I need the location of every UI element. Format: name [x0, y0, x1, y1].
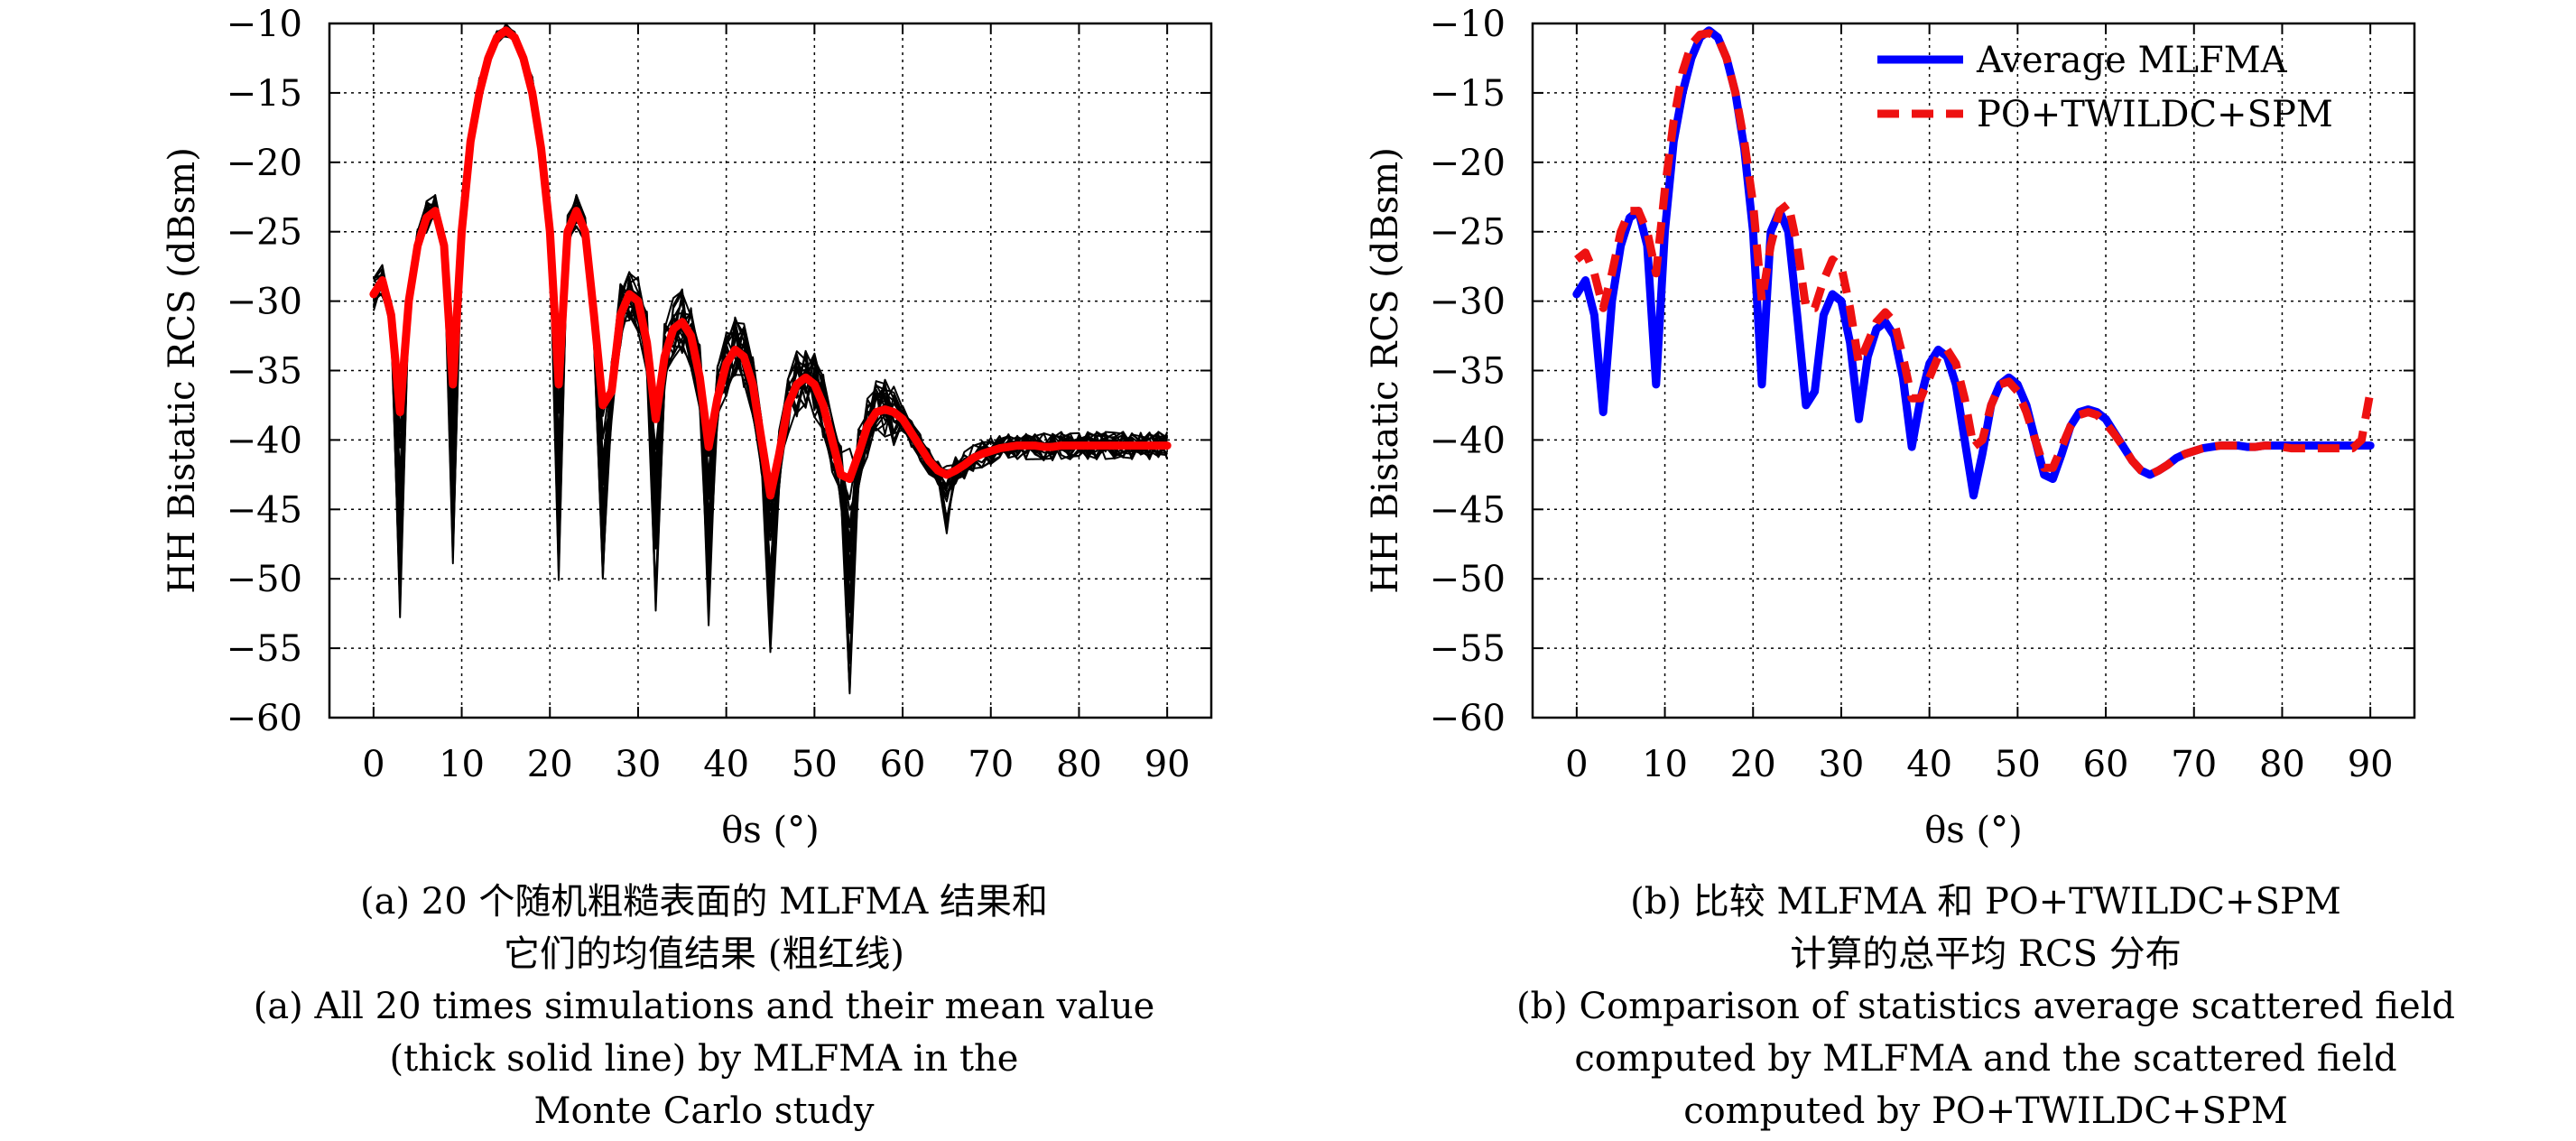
y-tick-label: −50	[1430, 559, 1506, 600]
x-tick-label: 90	[1144, 744, 1191, 785]
y-tick-label: −10	[1430, 4, 1506, 45]
y-axis-label: HH Bistatic RCS (dBsm)	[162, 147, 203, 594]
chart-panel-a: 0 10 20 30 40 50 60 70 80 90 −10 −15 −20 −25 −30 −35 −40…	[162, 4, 1213, 851]
y-tick-label: −25	[227, 212, 302, 254]
caption-a-en-line3: Monte Carlo study	[533, 1090, 875, 1132]
legend-label: Average MLFMA	[1976, 40, 2288, 81]
y-axis-label: HH Bistatic RCS (dBsm)	[1365, 147, 1406, 594]
x-tick-label: 0	[1565, 744, 1588, 785]
x-tick-label: 20	[1730, 744, 1776, 785]
caption-b: (b) 比较 MLFMA 和 PO+TWILDC+SPM 计算的总平均 RCS …	[1444, 876, 2527, 1137]
y-tick-label: −10	[227, 4, 302, 45]
y-tick-label: −40	[1430, 420, 1506, 461]
caption-b-en-line3: computed by PO+TWILDC+SPM	[1683, 1090, 2288, 1132]
caption-b-en-line2: computed by MLFMA and the scattered fiel…	[1574, 1038, 2397, 1080]
series-line-mean	[369, 26, 1172, 500]
x-tick-label: 70	[968, 744, 1014, 785]
x-tick-label: 20	[527, 744, 573, 785]
x-tick-label: 80	[1056, 744, 1102, 785]
simulation-line	[373, 25, 1168, 639]
x-tick-label: 30	[1818, 744, 1864, 785]
x-tick-label: 0	[362, 744, 385, 785]
x-axis-label: θs (°)	[1924, 810, 2023, 851]
y-tick-label: −50	[227, 559, 302, 600]
y-tick-label: −55	[227, 628, 302, 670]
chart-panel-b: 0 10 20 30 40 50 60 70 80 90 −10 −15 −20 −25 −30 −35 −40…	[1365, 4, 2416, 851]
x-tick-label: 60	[2083, 744, 2129, 785]
y-tick-label: −40	[227, 420, 302, 461]
y-tick-label: −45	[227, 489, 302, 531]
x-tick-label: 50	[1995, 744, 2041, 785]
x-tick-label: 60	[880, 744, 926, 785]
plot-area	[1572, 26, 2375, 500]
y-tick-label: −15	[1430, 73, 1506, 115]
y-tick-label: −20	[227, 143, 302, 184]
caption-a-en-line2: (thick solid line) by MLFMA in the	[389, 1038, 1019, 1080]
x-tick-label: 30	[615, 744, 661, 785]
caption-a-zh-line1: (a) 20 个随机粗糙表面的 MLFMA 结果和	[360, 881, 1048, 923]
caption-a-zh-line2: 它们的均值结果 (粗红线)	[504, 933, 904, 975]
x-tick-label: 80	[2259, 744, 2305, 785]
y-tick-label: −15	[227, 73, 302, 115]
x-tick-label: 70	[2171, 744, 2217, 785]
caption-b-en-line1: (b) Comparison of statistics average sca…	[1515, 986, 2456, 1027]
caption-a-en-line1: (a) All 20 times simulations and their m…	[253, 986, 1155, 1027]
x-tick-label: 40	[703, 744, 749, 785]
y-tick-label: −20	[1430, 143, 1506, 184]
y-tick-label: −60	[1430, 698, 1506, 739]
y-tick-label: −35	[227, 351, 302, 393]
legend-label: PO+TWILDC+SPM	[1977, 94, 2333, 135]
plot-frame	[1531, 22, 2416, 719]
y-tick-label: −30	[1430, 282, 1506, 323]
y-tick-label: −25	[1430, 212, 1506, 254]
caption-b-zh-line2: 计算的总平均 RCS 分布	[1790, 933, 2182, 975]
x-tick-label: 40	[1906, 744, 1952, 785]
series-line-po-twildc-spm	[1574, 29, 2375, 479]
y-tick-label: −55	[1430, 628, 1506, 670]
x-tick-label: 10	[439, 744, 485, 785]
x-tick-label: 10	[1642, 744, 1688, 785]
plot-frame	[328, 22, 1213, 719]
y-tick-label: −35	[1430, 351, 1506, 393]
figure-canvas: 0 10 20 30 40 50 60 70 80 90 −10 −15 −20 −25 −30 −35 −40…	[162, 4, 2416, 851]
caption-b-zh-line1: (b) 比较 MLFMA 和 PO+TWILDC+SPM	[1630, 881, 2341, 923]
y-tick-label: −30	[227, 282, 302, 323]
x-axis-label: θs (°)	[721, 810, 820, 851]
x-tick-label: 50	[792, 744, 838, 785]
legend: Average MLFMA PO+TWILDC+SPM	[1877, 40, 2333, 135]
x-tick-label: 90	[2348, 744, 2394, 785]
y-tick-label: −60	[227, 698, 302, 739]
plot-area	[369, 23, 1172, 695]
y-tick-label: −45	[1430, 489, 1506, 531]
caption-a: (a) 20 个随机粗糙表面的 MLFMA 结果和 它们的均值结果 (粗红线) …	[162, 876, 1246, 1137]
